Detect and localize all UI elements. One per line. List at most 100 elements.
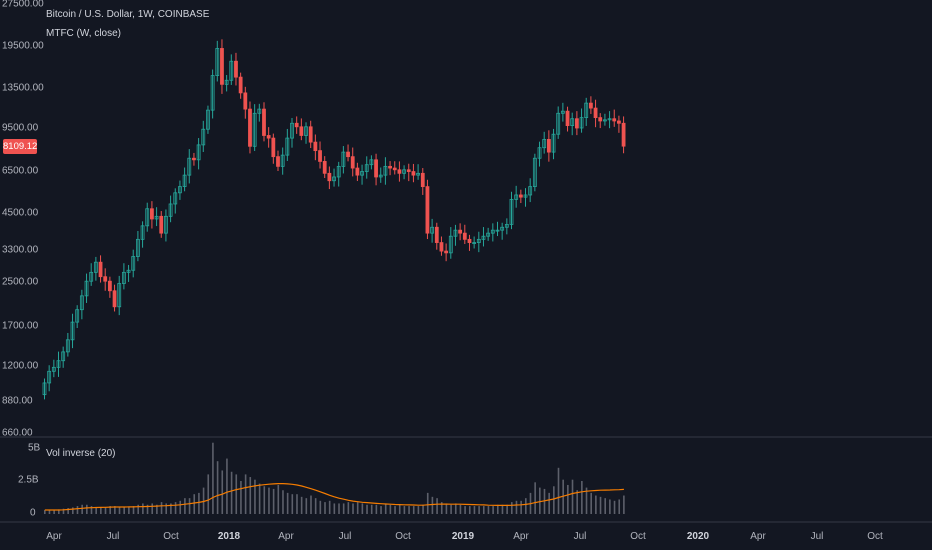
volume-bar bbox=[114, 506, 116, 514]
volume-bar bbox=[132, 506, 135, 514]
volume-bar bbox=[221, 470, 224, 514]
volume-bar bbox=[160, 502, 163, 514]
volume-bar bbox=[291, 494, 294, 514]
volume-bar bbox=[384, 503, 387, 514]
volume-bar bbox=[585, 487, 588, 514]
volume-bar bbox=[389, 504, 392, 514]
volume-bar bbox=[394, 506, 396, 514]
candle-body bbox=[84, 280, 89, 297]
volume-bar bbox=[90, 506, 93, 514]
volume-bar bbox=[286, 492, 289, 514]
volume-bar bbox=[310, 495, 312, 514]
volume-bar bbox=[534, 482, 536, 514]
candle-body bbox=[434, 226, 439, 243]
candle-body bbox=[607, 118, 612, 121]
volume-bar bbox=[511, 502, 513, 514]
price-tick-label: 19500.00 bbox=[2, 40, 44, 52]
volume-bar bbox=[604, 498, 606, 514]
volume-ma-line bbox=[44, 483, 624, 511]
volume-bar bbox=[609, 499, 611, 514]
volume-bar bbox=[352, 503, 354, 514]
candle-body bbox=[70, 321, 75, 341]
price-tick-label: 660.00 bbox=[2, 427, 33, 439]
volume-bar bbox=[613, 500, 616, 514]
candle-body bbox=[406, 169, 411, 172]
price-tick-label: 6500.00 bbox=[2, 165, 39, 177]
candle-body bbox=[308, 126, 313, 143]
candle-body bbox=[65, 339, 70, 353]
volume-bar bbox=[207, 474, 210, 514]
candle-body bbox=[192, 157, 196, 161]
volume-bar bbox=[356, 502, 359, 514]
candle-body bbox=[504, 224, 509, 228]
volume-bar bbox=[590, 492, 592, 514]
volume-bar bbox=[571, 479, 574, 514]
volume-bar bbox=[151, 503, 154, 514]
volume-bar bbox=[408, 506, 410, 514]
candle-body bbox=[42, 382, 47, 396]
candle-body bbox=[551, 133, 556, 153]
volume-tick-label: 5B bbox=[28, 442, 41, 454]
volume-bar bbox=[277, 484, 280, 514]
candle-body bbox=[229, 60, 234, 81]
candle-body bbox=[103, 276, 108, 282]
candle-body bbox=[388, 165, 392, 169]
time-tick-label: Apr bbox=[46, 531, 62, 542]
time-tick-label: Apr bbox=[750, 531, 766, 542]
candle-body bbox=[89, 271, 94, 282]
time-tick-label: Jul bbox=[338, 531, 352, 542]
candle-body bbox=[313, 141, 318, 152]
candle-body bbox=[276, 156, 280, 167]
candle-body bbox=[528, 186, 533, 196]
candle-body bbox=[500, 226, 505, 231]
volume-bar bbox=[258, 483, 261, 514]
volume-bar bbox=[440, 502, 443, 514]
candle-body bbox=[168, 203, 173, 217]
candle-body bbox=[378, 174, 383, 178]
volume-bar bbox=[539, 487, 541, 514]
candle-body bbox=[593, 107, 598, 119]
candle-body bbox=[574, 118, 579, 129]
volume-bar bbox=[263, 486, 266, 514]
candle-body bbox=[299, 126, 304, 136]
volume-bar bbox=[398, 504, 401, 514]
candle-body bbox=[196, 144, 201, 161]
candle-body bbox=[467, 238, 472, 243]
time-tick-label: Apr bbox=[278, 531, 294, 542]
candle-body bbox=[79, 295, 84, 311]
volume-bar bbox=[230, 471, 233, 514]
candle-body bbox=[238, 76, 243, 94]
volume-indicator-label[interactable]: Vol inverse (20) bbox=[46, 448, 116, 459]
volume-bar bbox=[109, 506, 111, 514]
candle-body bbox=[481, 235, 486, 240]
candle-body bbox=[61, 351, 66, 362]
volume-bar bbox=[44, 510, 46, 514]
volume-bar bbox=[142, 503, 144, 514]
candle-body bbox=[560, 110, 565, 114]
volume-bar bbox=[361, 503, 364, 514]
candle-body bbox=[243, 92, 248, 110]
time-tick-label: Jul bbox=[810, 531, 824, 542]
candle-body bbox=[518, 194, 523, 198]
candle-body bbox=[220, 48, 224, 85]
volume-bar bbox=[123, 507, 125, 514]
candle-body bbox=[178, 186, 182, 194]
indicator-label[interactable]: MTFC (W, close) bbox=[46, 28, 121, 39]
volume-bar bbox=[459, 504, 462, 514]
volume-bar bbox=[431, 496, 434, 514]
candle-body bbox=[374, 159, 378, 178]
candle-body bbox=[332, 176, 336, 182]
symbol-title[interactable]: Bitcoin / U.S. Dollar, 1W, COINBASE bbox=[46, 9, 210, 20]
candle-body bbox=[98, 261, 103, 278]
candle-body bbox=[257, 108, 262, 114]
volume-bar bbox=[380, 506, 382, 514]
candle-body bbox=[364, 164, 369, 172]
candle-body bbox=[369, 159, 374, 166]
candle-body bbox=[173, 192, 178, 205]
candle-body bbox=[350, 156, 355, 169]
volume-bar bbox=[333, 503, 336, 514]
candle-body bbox=[290, 122, 294, 139]
candle-body bbox=[411, 171, 416, 176]
candlestick-series bbox=[42, 39, 626, 400]
